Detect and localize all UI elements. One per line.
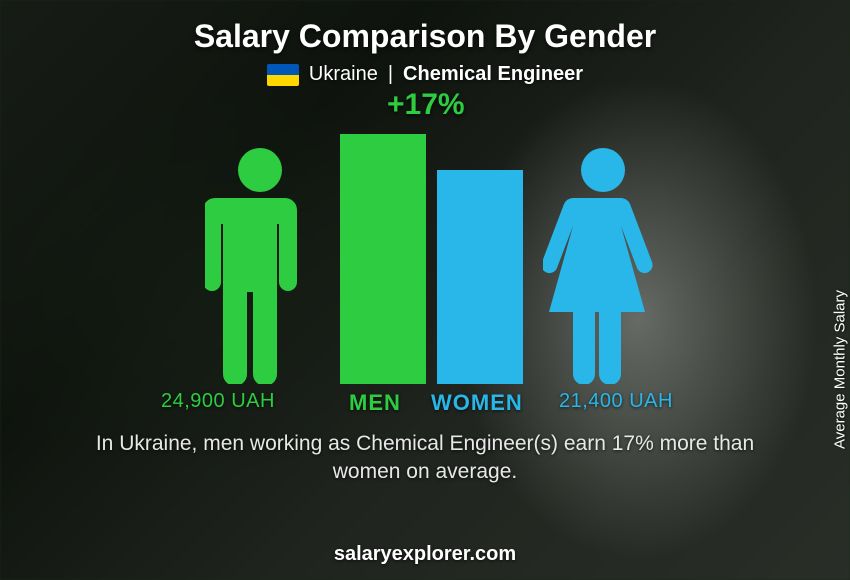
job-title: Chemical Engineer bbox=[403, 63, 583, 86]
female-svg bbox=[543, 148, 653, 384]
ukraine-flag-icon bbox=[267, 64, 299, 86]
female-bar bbox=[437, 170, 523, 384]
content: Salary Comparison By Gender Ukraine | Ch… bbox=[0, 0, 850, 580]
chart: +17% 24,900 UAH MEN bbox=[145, 92, 705, 422]
subtitle-row: Ukraine | Chemical Engineer bbox=[267, 63, 583, 86]
page-title: Salary Comparison By Gender bbox=[194, 18, 656, 55]
flag-top bbox=[267, 64, 299, 75]
summary-text: In Ukraine, men working as Chemical Engi… bbox=[75, 430, 775, 487]
male-svg bbox=[205, 148, 297, 384]
female-category: WOMEN bbox=[431, 390, 523, 416]
separator: | bbox=[388, 63, 393, 86]
male-category: MEN bbox=[349, 390, 401, 416]
pct-diff-label: +17% bbox=[387, 88, 465, 122]
female-value: 21,400 UAH bbox=[559, 390, 673, 413]
female-figure-icon bbox=[543, 144, 663, 384]
country-label: Ukraine bbox=[309, 63, 378, 86]
footer-source: salaryexplorer.com bbox=[0, 543, 850, 566]
male-figure-icon bbox=[205, 144, 315, 384]
y-axis-label: Average Monthly Salary bbox=[832, 290, 849, 449]
labels-row: 24,900 UAH MEN WOMEN 21,400 UAH bbox=[145, 390, 705, 422]
flag-bottom bbox=[267, 75, 299, 86]
male-value: 24,900 UAH bbox=[161, 390, 275, 413]
male-bar bbox=[340, 134, 426, 384]
